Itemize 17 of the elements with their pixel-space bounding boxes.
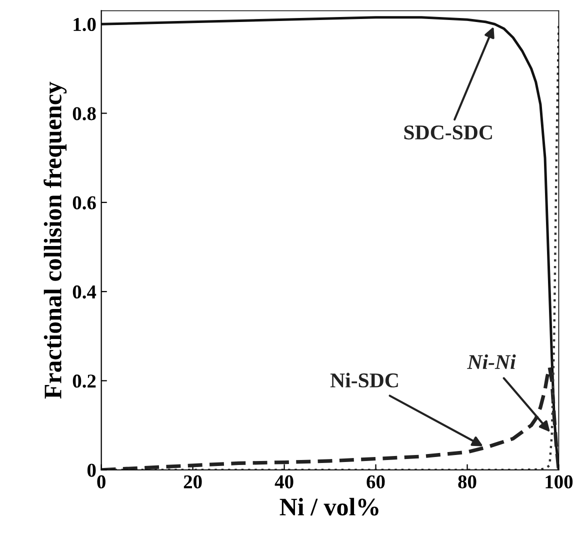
annotation: SDC-SDC	[404, 126, 492, 140]
x-tick-label: 40	[274, 475, 294, 488]
x-tick-label: 20	[184, 475, 202, 488]
annotation: Ni-SDC	[330, 372, 398, 388]
x-tick-label: 0	[97, 475, 106, 488]
y-tick-label: 0.4	[72, 285, 96, 299]
x-tick-label: 80	[458, 475, 476, 488]
y-tick-label: 0	[87, 464, 96, 477]
x-tick-label: 60	[366, 475, 385, 488]
y-tick-label: 0.8	[72, 107, 96, 120]
y-axis-title: Fractional collision frequency	[44, 82, 67, 399]
annotation: Ni-Ni	[467, 354, 516, 369]
x-tick-label: 100	[546, 475, 573, 488]
y-tick-label: 0.2	[72, 374, 96, 388]
x-axis-title: Ni / vol%	[280, 498, 378, 516]
y-tick-label: 0.6	[72, 196, 96, 210]
y-tick-label: 1.0	[74, 18, 96, 32]
